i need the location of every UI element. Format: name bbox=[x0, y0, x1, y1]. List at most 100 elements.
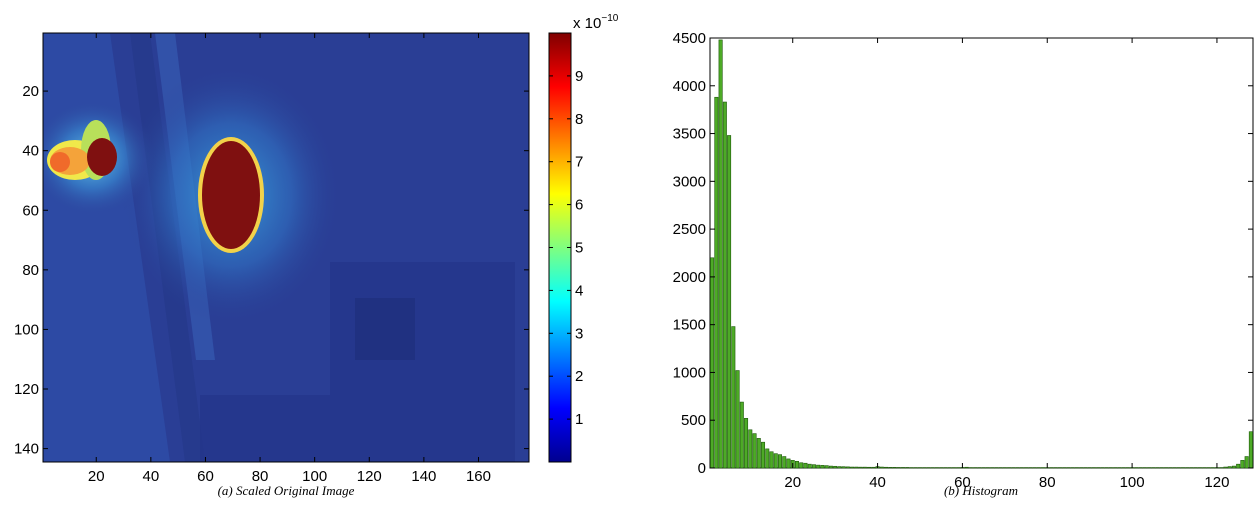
histogram-x-tick-label: 60 bbox=[954, 474, 971, 491]
histogram-x-tick-label: 100 bbox=[1120, 474, 1145, 491]
heatmap-panel: 20 40 60 80 100 120 140 160 20 40 60 80 100 120 140 1… bbox=[14, 13, 619, 498]
histogram-bar bbox=[735, 370, 740, 469]
histogram-x-tick-label: 80 bbox=[1039, 474, 1056, 491]
histogram-bar bbox=[841, 466, 846, 469]
heatmap-y-tick-label: 140 bbox=[14, 441, 39, 458]
histogram-bar bbox=[892, 467, 897, 469]
histogram-bar bbox=[820, 465, 825, 469]
histogram-bar bbox=[803, 462, 808, 469]
histogram-y-tick-label: 0 bbox=[698, 460, 706, 477]
histogram-y-tick-label: 3500 bbox=[673, 126, 706, 143]
histogram-x-axis: 20 40 60 80 100 120 bbox=[784, 38, 1229, 491]
histogram-bar bbox=[850, 466, 855, 469]
histogram-axes-box bbox=[709, 37, 1254, 469]
histogram-bar bbox=[1223, 466, 1228, 469]
colorbar-tick-label: 5 bbox=[575, 240, 583, 257]
histogram-bar bbox=[837, 466, 842, 469]
histogram-y-tick-label: 1000 bbox=[673, 364, 706, 381]
histogram-bar bbox=[888, 467, 893, 469]
heatmap-x-tick-label: 20 bbox=[88, 468, 105, 485]
heatmap-y-tick-label: 60 bbox=[22, 202, 39, 219]
histogram-bar bbox=[1231, 465, 1236, 469]
histogram-bar bbox=[1240, 460, 1245, 469]
heatmap-x-axis: 20 40 60 80 100 120 140 160 bbox=[88, 33, 491, 485]
histogram-bar bbox=[756, 438, 761, 469]
saturated-blob-left bbox=[87, 138, 117, 176]
histogram-y-tick-label: 4000 bbox=[673, 78, 706, 95]
colorbar-tick-label: 6 bbox=[575, 197, 583, 214]
colorbar-tick-label: 3 bbox=[575, 325, 583, 342]
histogram-y-tick-label: 4500 bbox=[673, 30, 706, 47]
histogram-y-tick-label: 2000 bbox=[673, 269, 706, 286]
heatmap-blob bbox=[50, 152, 70, 172]
histogram-bar bbox=[905, 467, 910, 469]
histogram-bar bbox=[824, 465, 829, 469]
colorbar-tick-label: 4 bbox=[575, 282, 583, 299]
histogram-bars bbox=[710, 39, 1253, 469]
histogram-bar bbox=[799, 462, 804, 469]
histogram-bar bbox=[722, 101, 727, 469]
histogram-bar bbox=[714, 96, 719, 469]
histogram-bar bbox=[854, 466, 859, 469]
histogram-bar bbox=[828, 465, 833, 469]
histogram-bar bbox=[833, 465, 838, 469]
heatmap-shadow-region bbox=[355, 298, 415, 360]
histogram-bar bbox=[879, 466, 884, 469]
histogram-y-tick-label: 1500 bbox=[673, 317, 706, 334]
heatmap-y-tick-label: 20 bbox=[22, 83, 39, 100]
histogram-bar bbox=[761, 441, 766, 469]
histogram-bar bbox=[748, 429, 753, 469]
heatmap-x-tick-label: 160 bbox=[466, 468, 491, 485]
histogram-caption: (b) Histogram bbox=[944, 483, 1018, 498]
histogram-bar bbox=[765, 448, 770, 469]
histogram-x-tick-label: 120 bbox=[1204, 474, 1229, 491]
heatmap-x-tick-label: 80 bbox=[252, 468, 269, 485]
histogram-bar bbox=[752, 433, 757, 469]
histogram-bar bbox=[727, 135, 732, 469]
histogram-bar bbox=[807, 463, 812, 469]
histogram-bar bbox=[731, 326, 736, 469]
heatmap-y-axis: 20 40 60 80 100 120 140 bbox=[14, 83, 529, 458]
heatmap-y-tick-label: 80 bbox=[22, 262, 39, 279]
heatmap-image bbox=[43, 33, 529, 462]
heatmap-shadow-region bbox=[330, 262, 515, 462]
histogram-bar bbox=[816, 464, 821, 469]
histogram-bar bbox=[862, 466, 867, 469]
heatmap-x-tick-label: 40 bbox=[143, 468, 160, 485]
histogram-bar bbox=[811, 464, 816, 469]
heatmap-y-tick-label: 100 bbox=[14, 321, 39, 338]
histogram-bar bbox=[1244, 456, 1249, 469]
histogram-bar bbox=[1248, 431, 1253, 469]
histogram-bar bbox=[896, 467, 901, 469]
histogram-bar bbox=[782, 456, 787, 469]
histogram-panel: 20 40 60 80 100 120 0 500 1000 1500 2000 2500 3000 3… bbox=[673, 30, 1254, 498]
histogram-bar bbox=[769, 451, 774, 469]
histogram-bar bbox=[794, 461, 799, 469]
histogram-bar bbox=[744, 418, 749, 469]
histogram-bar bbox=[858, 466, 863, 469]
colorbar-axis: 1 2 3 4 5 6 7 8 9 bbox=[549, 68, 583, 428]
histogram-y-tick-label: 3000 bbox=[673, 173, 706, 190]
histogram-y-axis: 0 500 1000 1500 2000 2500 3000 3500 4000 4500 bbox=[673, 30, 1253, 477]
histogram-bar bbox=[710, 257, 715, 469]
colorbar-tick-label: 8 bbox=[575, 111, 583, 128]
histogram-x-tick-label: 40 bbox=[869, 474, 886, 491]
colorbar-tick-label: 1 bbox=[575, 411, 583, 428]
histogram-y-tick-label: 2500 bbox=[673, 221, 706, 238]
histogram-y-tick-label: 500 bbox=[681, 412, 706, 429]
heatmap-y-tick-label: 40 bbox=[22, 143, 39, 160]
histogram-bar bbox=[1236, 463, 1241, 469]
heatmap-y-tick-label: 120 bbox=[14, 381, 39, 398]
colorbar-tick-label: 7 bbox=[575, 154, 583, 171]
heatmap-caption: (a) Scaled Original Image bbox=[218, 483, 355, 498]
histogram-bar bbox=[777, 454, 782, 469]
colorbar-tick-label: 2 bbox=[575, 368, 583, 385]
histogram-bar bbox=[867, 466, 872, 469]
histogram-bar bbox=[718, 39, 723, 469]
colorbar-tick-label: 9 bbox=[575, 68, 583, 85]
histogram-bar bbox=[845, 466, 850, 469]
histogram-bar bbox=[871, 466, 876, 469]
histogram-bar bbox=[739, 401, 744, 469]
histogram-bar bbox=[901, 467, 906, 469]
